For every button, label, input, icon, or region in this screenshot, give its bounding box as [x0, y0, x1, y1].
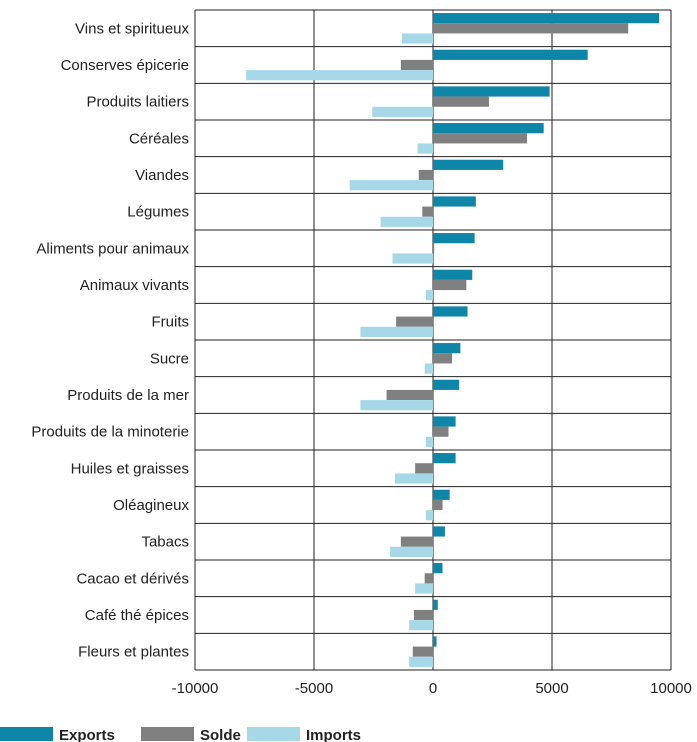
bar-imports-4: [349, 180, 433, 191]
bars: [246, 13, 660, 667]
bar-solde-15: [424, 573, 433, 584]
bar-solde-17: [412, 646, 433, 657]
bar-solde-2: [433, 96, 489, 107]
bar-solde-13: [433, 499, 443, 511]
category-label: Fruits: [152, 314, 190, 331]
category-label: Tabacs: [141, 534, 189, 551]
bar-exports-9: [433, 343, 461, 354]
bar-exports-5: [433, 196, 476, 207]
bar-imports-5: [380, 216, 433, 227]
bar-imports-8: [360, 326, 433, 337]
bar-solde-5: [422, 206, 433, 217]
category-label: Cacao et dérivés: [76, 570, 189, 587]
category-label: Huiles et graisses: [71, 460, 189, 477]
bar-imports-13: [425, 510, 433, 521]
x-tick-label: 0: [429, 680, 437, 697]
bar-imports-3: [417, 143, 433, 154]
bar-exports-2: [433, 86, 550, 97]
category-label: Animaux vivants: [80, 277, 189, 294]
bar-imports-10: [360, 400, 433, 411]
legend-swatch-exports: [0, 727, 53, 741]
legend-label-solde: Solde: [200, 727, 241, 742]
category-label: Aliments pour animaux: [36, 240, 189, 257]
bar-imports-15: [415, 583, 433, 594]
x-tick-label: 10000: [650, 680, 692, 697]
legend-label-imports: Imports: [306, 727, 361, 742]
bar-imports-0: [402, 33, 433, 44]
category-label: Oléagineux: [113, 497, 189, 514]
category-label: Café thé épices: [85, 607, 189, 624]
bar-exports-0: [433, 13, 660, 24]
x-tick-label: -10000: [172, 680, 219, 697]
bar-solde-0: [433, 23, 629, 34]
bar-solde-11: [433, 426, 449, 437]
bar-exports-14: [433, 526, 445, 537]
bar-solde-4: [418, 169, 433, 181]
bar-imports-7: [425, 290, 433, 301]
category-label: Produits de la mer: [67, 387, 189, 404]
bar-exports-1: [433, 49, 588, 60]
bar-exports-16: [433, 599, 438, 610]
x-tick-label: -5000: [295, 680, 333, 697]
category-label: Viandes: [135, 167, 189, 184]
bar-solde-12: [415, 463, 433, 474]
category-label: Fleurs et plantes: [78, 644, 189, 661]
bar-solde-1: [400, 59, 433, 71]
bar-exports-10: [433, 379, 460, 390]
category-labels: Vins et spiritueux Conserves épicerie Prod…: [31, 20, 189, 660]
x-tick-label: 5000: [535, 680, 568, 697]
bar-exports-8: [433, 306, 468, 317]
bar-solde-10: [386, 389, 433, 401]
category-label: Produits de la minoterie: [31, 424, 189, 441]
bar-solde-9: [433, 353, 453, 364]
bar-solde-6: [433, 243, 435, 254]
bar-imports-6: [392, 253, 433, 264]
bar-imports-16: [409, 620, 433, 631]
bar-exports-6: [433, 233, 475, 244]
x-axis-ticks: -10000 -5000 0 5000 10000: [172, 680, 692, 697]
bar-exports-15: [433, 563, 443, 574]
category-label: Conserves épicerie: [61, 57, 189, 74]
legend: Exports Solde Imports: [0, 727, 361, 742]
grid-lines: [194, 9, 672, 671]
bar-imports-9: [424, 363, 433, 374]
bar-imports-17: [409, 656, 433, 667]
category-label: Céréales: [129, 130, 189, 147]
bar-exports-12: [433, 453, 456, 464]
bar-solde-7: [433, 279, 467, 291]
legend-label-exports: Exports: [59, 727, 115, 742]
bar-exports-13: [433, 489, 450, 500]
category-label: Produits laitiers: [86, 94, 189, 111]
bar-imports-12: [394, 473, 433, 484]
bar-imports-11: [425, 436, 433, 447]
category-label: Vins et spiritueux: [75, 20, 189, 37]
bar-solde-16: [413, 609, 433, 621]
bar-exports-3: [433, 123, 544, 134]
bar-imports-2: [372, 106, 433, 117]
bar-solde-8: [396, 316, 433, 327]
bar-exports-11: [433, 416, 456, 427]
bar-exports-4: [433, 159, 504, 170]
bar-solde-14: [400, 536, 433, 547]
legend-swatch-imports: [247, 727, 300, 741]
bar-solde-3: [433, 133, 528, 144]
category-label: Légumes: [127, 204, 189, 221]
bar-imports-1: [246, 70, 433, 81]
category-label: Sucre: [150, 350, 189, 367]
bar-imports-14: [390, 546, 433, 557]
bar-exports-7: [433, 269, 473, 280]
bar-exports-17: [433, 636, 437, 647]
legend-swatch-solde: [141, 727, 194, 741]
